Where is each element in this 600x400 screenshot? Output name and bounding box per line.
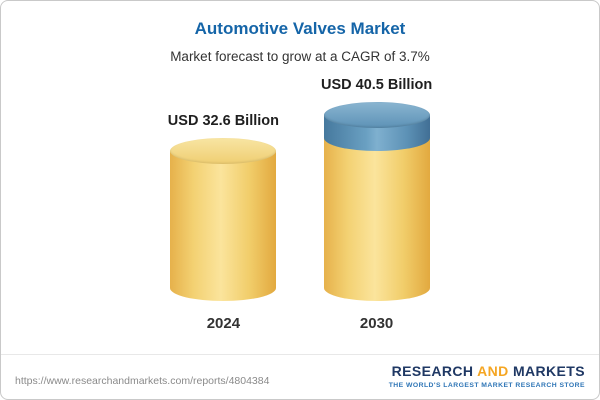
logo-word-and: AND [477, 363, 509, 379]
cylinder-top-ellipse [170, 138, 277, 164]
year-label-2024: 2024 [206, 315, 241, 332]
value-label-2024: USD 32.6 Billion [167, 113, 279, 129]
cylinder-2024 [170, 138, 277, 301]
bar-chart: USD 32.6 Billion 2024 USD 40.5 Billion 2… [1, 64, 599, 354]
year-label-2030: 2030 [359, 315, 394, 332]
logo-word-markets: MARKETS [512, 363, 585, 379]
bar-group-2024: USD 32.6 Billion 2024 [168, 113, 279, 332]
logo-wordmark: RESEARCH AND MARKETS [389, 363, 585, 379]
logo-word-research: RESEARCH [391, 363, 474, 379]
page-title: Automotive Valves Market [194, 19, 406, 38]
footer: https://www.researchandmarkets.com/repor… [1, 354, 599, 399]
value-label-2030: USD 40.5 Billion [321, 77, 433, 93]
research-and-markets-logo: RESEARCH AND MARKETS THE WORLD'S LARGEST… [389, 363, 585, 389]
page-subtitle: Market forecast to grow at a CAGR of 3.7… [170, 49, 430, 64]
report-url: https://www.researchandmarkets.com/repor… [15, 375, 270, 387]
cylinder-top-ellipse [323, 102, 430, 128]
bar-group-2030: USD 40.5 Billion 2030 [321, 77, 432, 332]
cylinder-2030 [323, 102, 430, 301]
chart-header: Automotive Valves Market Market forecast… [1, 1, 599, 64]
cylinder-body [170, 151, 277, 301]
logo-tagline: THE WORLD'S LARGEST MARKET RESEARCH STOR… [388, 382, 585, 389]
